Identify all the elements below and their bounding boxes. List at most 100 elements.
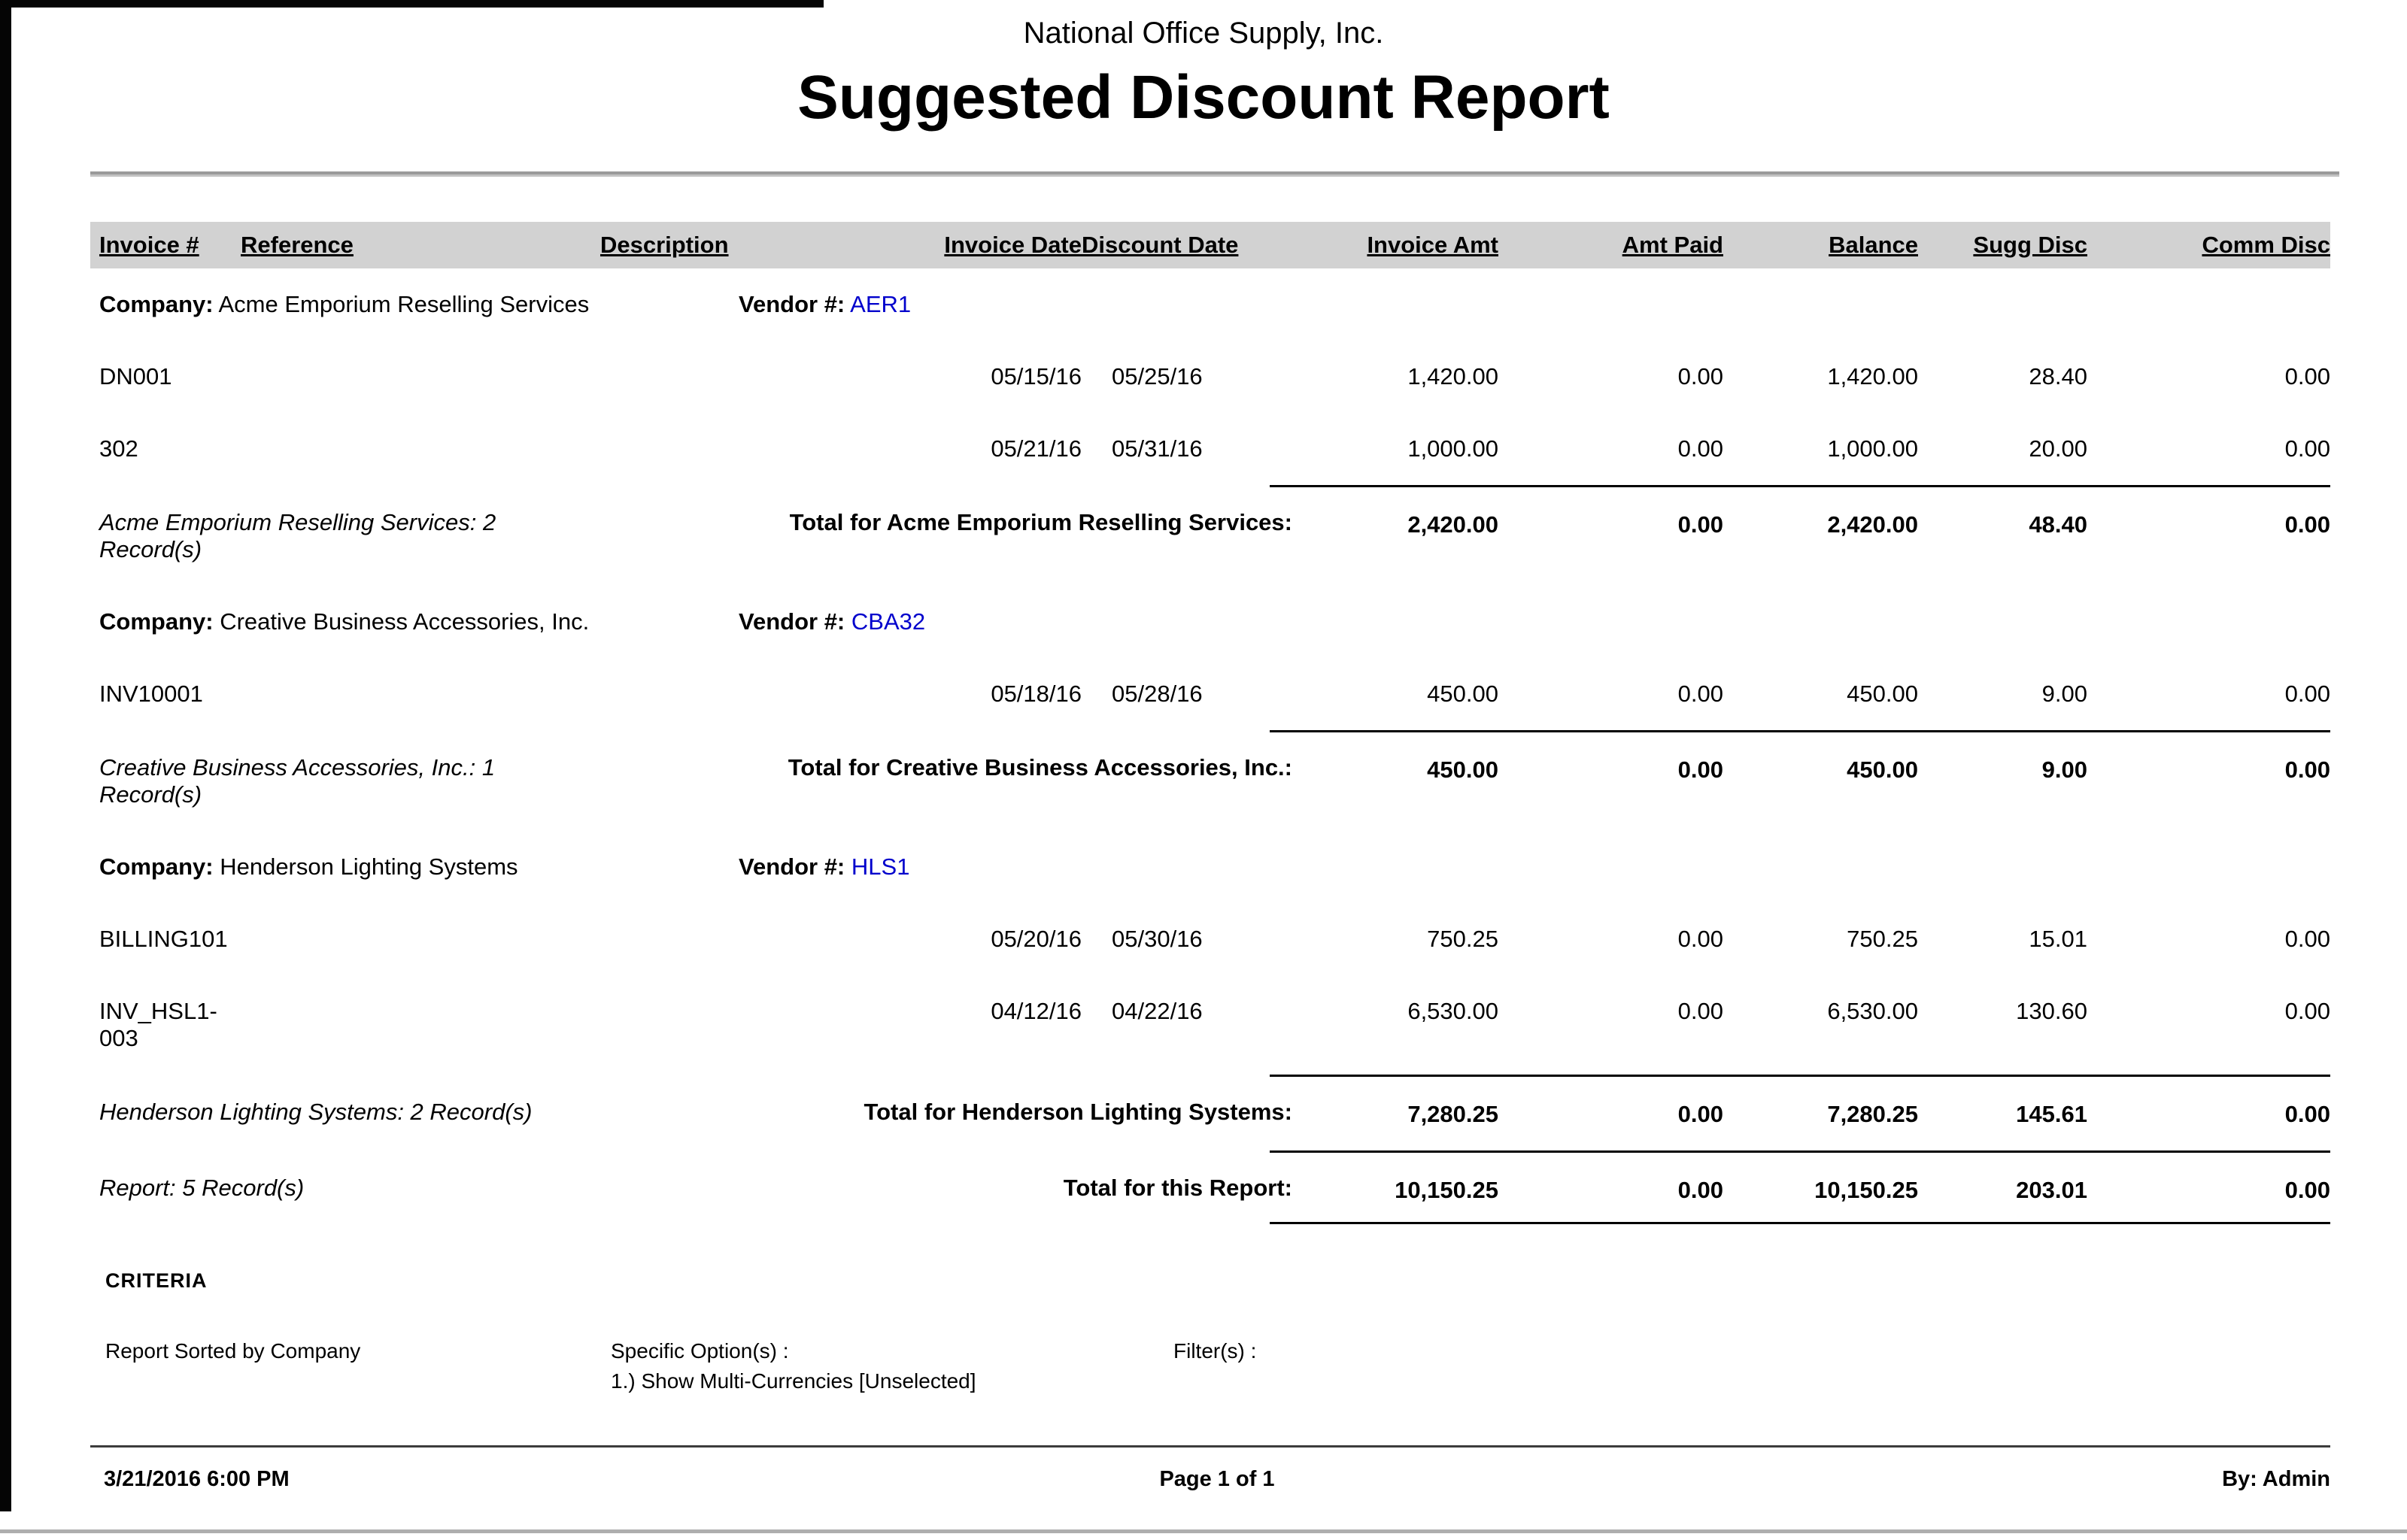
report-total-sugg-disc: 203.01 (1918, 1150, 2087, 1224)
report-company-name: National Office Supply, Inc. (1023, 17, 1384, 50)
table-header-row: Invoice # Reference Description Invoice … (90, 222, 2330, 268)
vendor-code-link[interactable]: AER1 (850, 291, 912, 317)
screenshot-left-edge (0, 0, 11, 1511)
cell-invoice-number: BILLING101 (99, 926, 228, 952)
group-total-balance: 7,280.25 (1723, 1075, 1918, 1150)
company-label: Company: (99, 291, 214, 317)
table-row: BILLING101 05/20/16 05/30/16 750.25 0.00… (90, 903, 2330, 975)
table-row: DN001 05/15/16 05/25/16 1,420.00 0.00 1,… (90, 341, 2330, 413)
cell-description (591, 903, 895, 975)
table-row: INV_HSL1-003 04/12/16 04/22/16 6,530.00 … (90, 975, 2330, 1075)
cell-comm-disc: 0.00 (2284, 435, 2330, 462)
group-total-amt-paid: 0.00 (1498, 730, 1723, 831)
vendor-cell: Vendor #: HLS1 (591, 831, 1270, 903)
cell-sugg-disc: 130.60 (2016, 998, 2087, 1024)
vendor-label: Vendor #: (739, 291, 845, 317)
group-header-row: Company: Creative Business Accessories, … (90, 586, 2330, 658)
cell-balance: 1,420.00 (1827, 363, 1918, 390)
report-total-amt-paid: 0.00 (1498, 1150, 1723, 1224)
cell-balance: 1,000.00 (1827, 435, 1918, 462)
cell-invoice-number: DN001 (99, 363, 172, 390)
cell-reference (241, 975, 591, 1075)
cell-discount-date: 05/28/16 (1112, 681, 1203, 707)
cell-sugg-disc: 28.40 (2029, 363, 2087, 390)
group-total-row: Henderson Lighting Systems: 2 Record(s) … (90, 1075, 2330, 1150)
cell-invoice-amt: 750.25 (1427, 926, 1498, 952)
company-name: Creative Business Accessories, Inc. (220, 608, 590, 635)
column-header-balance: Balance (1829, 232, 1918, 258)
cell-comm-disc: 0.00 (2284, 926, 2330, 952)
company-name: Henderson Lighting Systems (220, 853, 518, 880)
report-record-count: Report: 5 Record(s) (99, 1175, 305, 1201)
cell-discount-date: 05/30/16 (1112, 926, 1203, 952)
cell-sugg-disc: 20.00 (2029, 435, 2087, 462)
group-total-sugg-disc: 48.40 (1918, 485, 2087, 586)
report-header: National Office Supply, Inc. Suggested D… (0, 0, 2407, 135)
vendor-code-link[interactable]: HLS1 (851, 853, 910, 880)
report-total-row: Report: 5 Record(s) Total for this Repor… (90, 1150, 2330, 1224)
group-total-balance: 2,420.00 (1723, 485, 1918, 586)
cell-comm-disc: 0.00 (2284, 998, 2330, 1024)
group-total-row: Creative Business Accessories, Inc.: 1 R… (90, 730, 2330, 831)
cell-description (591, 658, 895, 730)
column-header-sugg-disc: Sugg Disc (1973, 232, 2087, 258)
vendor-code-link[interactable]: CBA32 (851, 608, 926, 635)
group-total-invoice-amt: 7,280.25 (1270, 1075, 1498, 1150)
header-divider (90, 171, 2339, 177)
cell-discount-date: 05/25/16 (1112, 363, 1203, 390)
cell-invoice-number: 302 (99, 435, 138, 462)
company-label: Company: (99, 853, 214, 880)
cell-invoice-amt: 6,530.00 (1407, 998, 1498, 1024)
cell-reference (241, 413, 591, 485)
cell-amt-paid: 0.00 (1677, 926, 1723, 952)
cell-invoice-number: INV10001 (99, 681, 203, 707)
group-total-comm-disc: 0.00 (2087, 730, 2330, 831)
cell-invoice-amt: 450.00 (1427, 681, 1498, 707)
cell-balance: 450.00 (1847, 681, 1918, 707)
report-total-balance: 10,150.25 (1723, 1150, 1918, 1224)
group-total-sugg-disc: 145.61 (1918, 1075, 2087, 1150)
column-header-discount-date: Discount Date (1082, 232, 1239, 258)
cell-comm-disc: 0.00 (2284, 363, 2330, 390)
table-row: 302 05/21/16 05/31/16 1,000.00 0.00 1,00… (90, 413, 2330, 485)
cell-reference (241, 658, 591, 730)
cell-invoice-date: 05/20/16 (991, 926, 1082, 952)
column-header-comm-disc: Comm Disc (2202, 232, 2330, 258)
cell-invoice-date: 05/15/16 (991, 363, 1082, 390)
footer-printed-by: By: Admin (2222, 1467, 2331, 1491)
company-cell: Company: Creative Business Accessories, … (90, 586, 591, 658)
group-header-row: Company: Acme Emporium Reselling Service… (90, 268, 2330, 341)
criteria-filters-label: Filter(s) : (1173, 1339, 1257, 1363)
group-header-row: Company: Henderson Lighting Systems Vend… (90, 831, 2330, 903)
cell-sugg-disc: 9.00 (2041, 681, 2087, 707)
cell-amt-paid: 0.00 (1677, 435, 1723, 462)
group-total-label: Total for Henderson Lighting Systems: (864, 1099, 1292, 1125)
cell-description (591, 413, 895, 485)
cell-description (591, 975, 895, 1075)
table-row: INV10001 05/18/16 05/28/16 450.00 0.00 4… (90, 658, 2330, 730)
vendor-cell: Vendor #: CBA32 (591, 586, 1270, 658)
cell-amt-paid: 0.00 (1677, 998, 1723, 1024)
cell-invoice-amt: 1,420.00 (1407, 363, 1498, 390)
footer-page-number: Page 1 of 1 (1159, 1467, 1275, 1491)
cell-discount-date: 05/31/16 (1112, 435, 1203, 462)
company-name: Acme Emporium Reselling Services (218, 291, 590, 317)
report-total-invoice-amt: 10,150.25 (1270, 1150, 1498, 1224)
group-total-comm-disc: 0.00 (2087, 485, 2330, 586)
report-table: Invoice # Reference Description Invoice … (90, 222, 2330, 1224)
group-total-amt-paid: 0.00 (1498, 1075, 1723, 1150)
group-total-label: Total for Creative Business Accessories,… (788, 754, 1292, 781)
cell-invoice-amt: 1,000.00 (1407, 435, 1498, 462)
cell-discount-date: 04/22/16 (1112, 998, 1203, 1024)
page-title: Suggested Discount Report (797, 63, 1610, 132)
criteria-section: CRITERIA Report Sorted by Company Specif… (105, 1269, 2332, 1396)
report-total-label: Total for this Report: (1063, 1175, 1292, 1201)
cell-reference (241, 903, 591, 975)
cell-amt-paid: 0.00 (1677, 681, 1723, 707)
group-record-count: Henderson Lighting Systems: 2 Record(s) (99, 1099, 533, 1125)
group-total-label: Total for Acme Emporium Reselling Servic… (789, 509, 1292, 535)
report-footer: 3/21/2016 6:00 PM Page 1 of 1 By: Admin (90, 1445, 2330, 1492)
group-record-count: Creative Business Accessories, Inc.: 1 R… (99, 754, 496, 808)
group-record-count: Acme Emporium Reselling Services: 2 Reco… (99, 509, 496, 562)
screenshot-top-edge (0, 0, 824, 8)
